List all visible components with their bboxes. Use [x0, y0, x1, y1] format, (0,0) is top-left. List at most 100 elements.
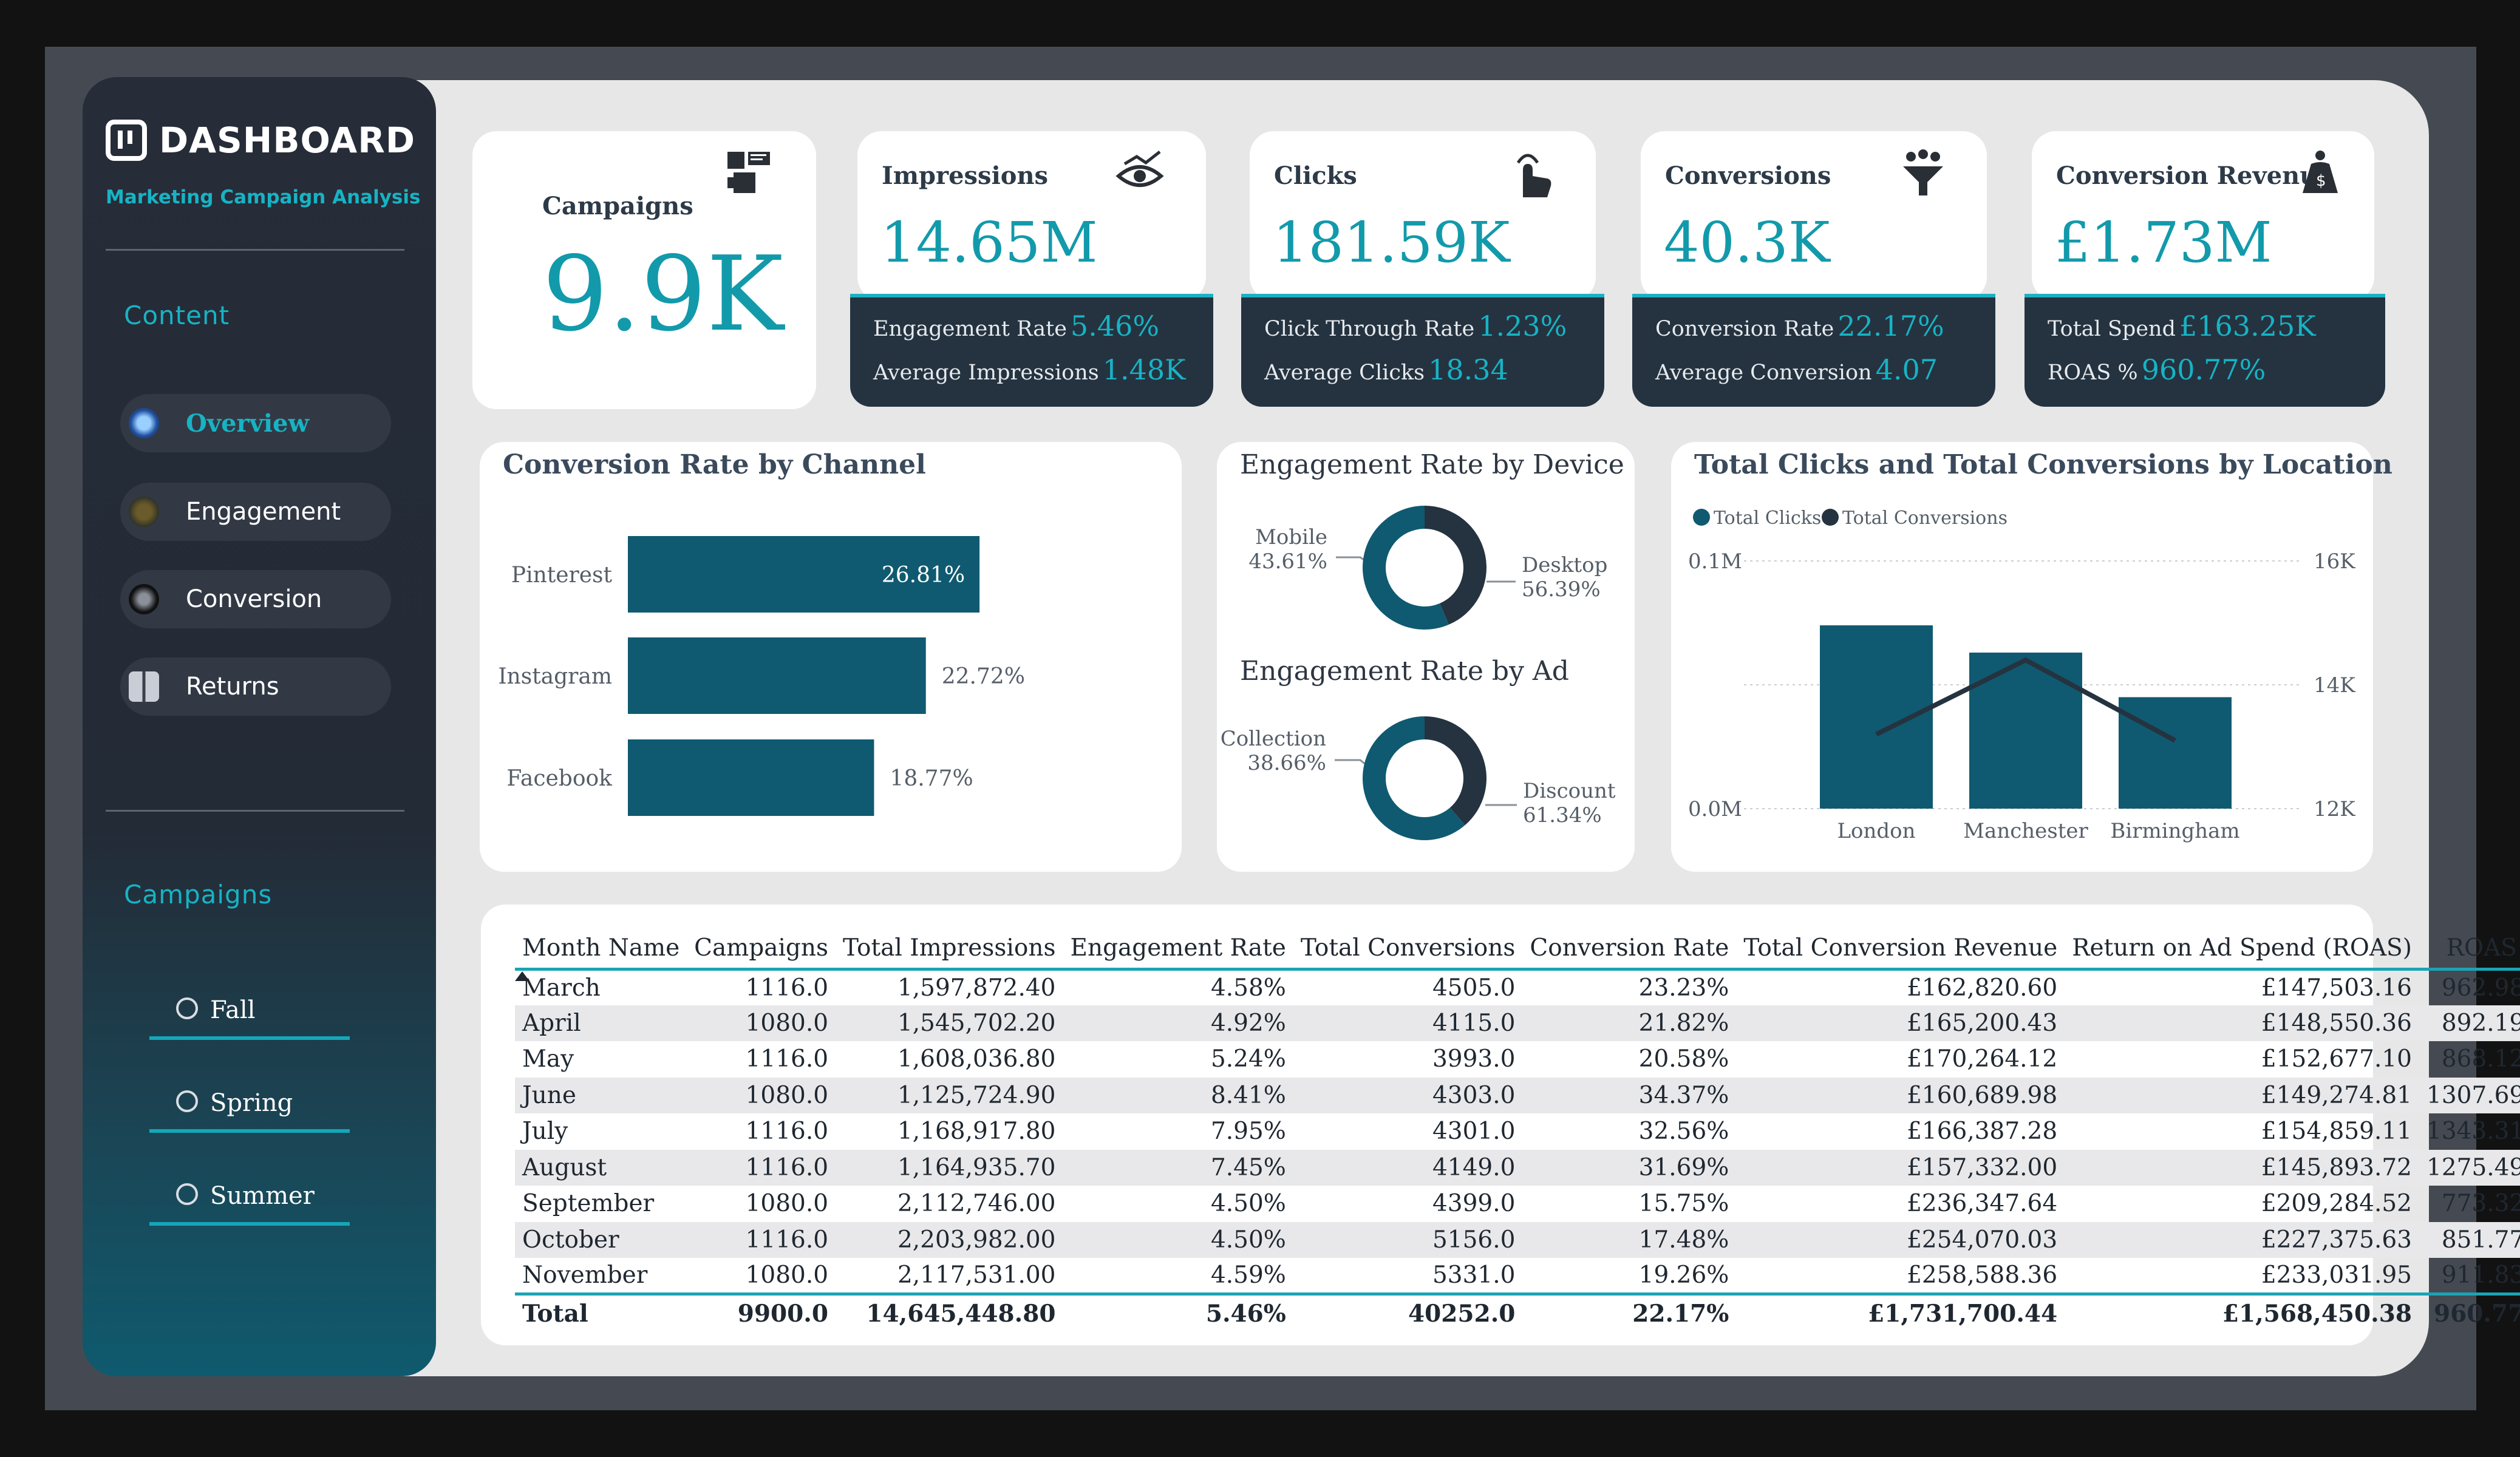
table-cell: 851.77%: [2441, 1226, 2520, 1254]
kpi-value: £1.73M: [2055, 210, 2272, 275]
row-label: ROAS %: [2048, 361, 2138, 385]
table-cell: 1080.0: [745, 1190, 829, 1218]
app-subtitle: Marketing Campaign Analysis: [106, 186, 421, 208]
campaign-filter-spring[interactable]: Spring: [149, 1075, 350, 1133]
table-cell: 8.41%: [1210, 1081, 1286, 1109]
table-cell: 19.26%: [1638, 1262, 1729, 1289]
kpi-value: 9.9K: [542, 234, 784, 355]
table-cell: 1116.0: [745, 1153, 829, 1181]
table-cell: £209,284.52: [2261, 1190, 2412, 1218]
table-cell: 4.50%: [1210, 1190, 1286, 1218]
table-cell: 2,117,531.00: [897, 1262, 1056, 1289]
logo: DASHBOARD: [106, 120, 415, 161]
table-cell: 3993.0: [1432, 1045, 1516, 1073]
table-cell: 4303.0: [1432, 1081, 1516, 1109]
table-cell: 1,545,702.20: [897, 1009, 1056, 1037]
click-through-rate-row: Click Through Rate 1.23%: [1264, 310, 1567, 342]
total-cell: Total: [522, 1299, 588, 1328]
donut-slice: [1425, 716, 1486, 826]
table-cell: 962.98%: [2441, 974, 2520, 1002]
nav-item-overview[interactable]: Overview: [120, 394, 391, 452]
megaphone-icon: [727, 152, 770, 193]
table-cell: 1,125,724.90: [897, 1081, 1056, 1109]
table-total-row: Total 9900.0 14,645,448.80 5.46% 40252.0 22.1…: [515, 1294, 2520, 1332]
nav-item-returns[interactable]: Returns: [120, 657, 391, 716]
kpi-title: Impressions: [882, 161, 1049, 190]
campaign-label: Spring: [210, 1089, 293, 1117]
table-cell: £233,031.95: [2261, 1262, 2412, 1289]
table-cell: 5156.0: [1432, 1226, 1516, 1254]
campaign-filter-fall[interactable]: Fall: [149, 982, 350, 1040]
table-cell: 1,608,036.80: [897, 1045, 1056, 1073]
left-axis-tick: 0.0M: [1688, 797, 1742, 821]
column-header[interactable]: Return on Ad Spend (ROAS): [2072, 934, 2412, 962]
table-row: March 1116.0 1,597,872.40 4.58% 4505.0 23.23%…: [515, 969, 2520, 1005]
category-label: Birmingham: [2110, 819, 2239, 843]
row-value: 4.07: [1875, 353, 1938, 386]
row-value: 1.48K: [1102, 353, 1186, 386]
legend-marker: [1693, 509, 1710, 526]
category-label: Manchester: [1963, 819, 2088, 843]
table-cell: 1080.0: [745, 1009, 829, 1037]
table-cell: £166,387.28: [1907, 1118, 2058, 1146]
table-cell: 4399.0: [1432, 1190, 1516, 1218]
column-header[interactable]: Total Conversion Revenue: [1743, 934, 2058, 962]
table-cell: £147,503.16: [2261, 974, 2412, 1002]
data-label: 22.72%: [942, 664, 1025, 689]
svg-text:$: $: [2316, 172, 2326, 190]
column-header[interactable]: ROAS %: [2446, 934, 2520, 962]
nav-label: Conversion: [186, 585, 322, 613]
kpi-card-revenue: Conversion Revenue £1.73M $: [2032, 131, 2374, 301]
table-cell: 4115.0: [1432, 1009, 1516, 1037]
radio-button[interactable]: [176, 1183, 198, 1205]
column-header[interactable]: Month Name: [515, 917, 687, 981]
donut-slice: [1363, 716, 1465, 840]
right-axis-tick: 12K: [2314, 797, 2355, 821]
kpi-card-conversions: Conversions 40.3K: [1641, 131, 1987, 301]
column-header[interactable]: Conversion Rate: [1530, 934, 1729, 962]
kpi-title: Campaigns: [542, 192, 693, 220]
chart-title: Total Clicks and Total Conversions by Lo…: [1694, 449, 2392, 480]
table-cell: 2,203,982.00: [897, 1226, 1056, 1254]
kpi-title: Conversion Revenue: [2056, 161, 2333, 190]
total-cell: 22.17%: [1632, 1299, 1729, 1328]
category-label: Mobile: [1255, 525, 1327, 549]
column-header[interactable]: Campaigns: [694, 934, 829, 962]
nav-item-conversion[interactable]: Conversion: [120, 570, 391, 628]
table-cell: 21.82%: [1638, 1009, 1729, 1037]
sort-ascending-icon[interactable]: [515, 971, 530, 981]
table-cell: October: [522, 1226, 619, 1254]
category-label: Facebook: [506, 766, 613, 791]
bar: [628, 739, 874, 816]
bar: [2119, 697, 2232, 809]
nav-item-engagement[interactable]: Engagement: [120, 483, 391, 541]
column-header[interactable]: Engagement Rate: [1070, 934, 1286, 962]
right-axis-tick: 16K: [2314, 549, 2355, 574]
total-cell: 40252.0: [1408, 1299, 1516, 1328]
legend-label: Total Clicks: [1714, 508, 1821, 529]
row-value: 1.23%: [1478, 310, 1567, 342]
category-label: Instagram: [498, 664, 612, 689]
returns-icon: [129, 671, 159, 702]
row-label: Click Through Rate: [1264, 317, 1475, 341]
kpi-value: 40.3K: [1664, 210, 1830, 275]
column-header[interactable]: Total Conversions: [1300, 934, 1516, 962]
radio-button[interactable]: [176, 1090, 198, 1112]
table-cell: £160,689.98: [1907, 1081, 2058, 1109]
column-header[interactable]: Total Impressions: [843, 934, 1056, 962]
table-row: October 1116.0 2,203,982.00 4.50% 5156.0 17.4…: [515, 1221, 2520, 1258]
table-cell: £254,070.03: [1907, 1226, 2058, 1254]
total-cell: £1,731,700.44: [1868, 1299, 2058, 1328]
campaign-filter-summer[interactable]: Summer: [149, 1167, 350, 1226]
radio-button[interactable]: [176, 997, 198, 1019]
campaign-label: Summer: [210, 1182, 315, 1210]
row-value: 960.77%: [2141, 353, 2266, 386]
total-cell: 960.77%: [2434, 1299, 2520, 1328]
table-cell: £258,588.36: [1907, 1262, 2058, 1289]
people-funnel-icon: [1903, 149, 1943, 195]
table-cell: November: [522, 1262, 648, 1289]
table-cell: £170,264.12: [1907, 1045, 2058, 1073]
table-cell: £145,893.72: [2261, 1153, 2412, 1181]
eye-icon: [1115, 151, 1164, 187]
